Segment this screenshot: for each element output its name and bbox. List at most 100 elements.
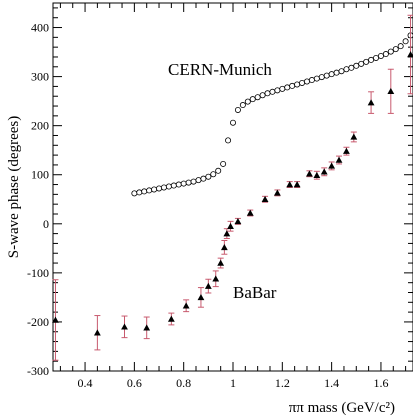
babar-point [293, 181, 301, 188]
y-tick-label: 400 [31, 21, 49, 35]
babar-point [121, 323, 128, 330]
cern-munich-point [279, 85, 286, 92]
cern-munich-point [289, 82, 296, 89]
cern-munich-point [343, 66, 350, 73]
cern-munich-point [318, 74, 325, 81]
babar-point [367, 99, 375, 106]
cern-munich-point [392, 46, 399, 53]
babar-point [335, 156, 343, 163]
babar-point [223, 230, 231, 237]
babar-point [313, 171, 321, 178]
babar-point [52, 316, 59, 323]
cern-munich-point [220, 160, 227, 167]
cern-munich-point [160, 184, 167, 191]
x-axis-title: ππ mass (GeV/c²) [289, 400, 395, 416]
cern-munich-point [190, 178, 197, 185]
cern-munich-point [333, 69, 340, 76]
babar-point [328, 162, 336, 169]
cern-munich-point [284, 84, 291, 91]
cern-munich-point [180, 180, 187, 187]
babar-point [261, 195, 269, 202]
cern-munich-point [303, 78, 310, 85]
cern-munich-point [397, 43, 404, 50]
cern-munich-point [215, 167, 222, 174]
cern-munich-point [244, 98, 251, 105]
babar-point [197, 294, 205, 301]
axis-ticks [53, 3, 413, 372]
cern-munich-point [156, 185, 163, 192]
y-tick-label: -100 [27, 266, 49, 280]
cern-munich-point [229, 119, 236, 126]
y-axis-title: S-wave phase (degrees) [6, 116, 22, 258]
babar-point [93, 329, 101, 336]
y-tick-label: -300 [27, 364, 49, 378]
babar-point [286, 181, 294, 188]
cern-munich-point [299, 79, 306, 86]
cern-munich-point [185, 179, 192, 186]
babar-point [227, 222, 234, 229]
cern-munich-point [269, 88, 276, 95]
y-tick-label: 300 [31, 70, 49, 84]
plot-frame [52, 2, 413, 372]
cern-munich-point [170, 182, 177, 189]
cern-munich-point [373, 54, 380, 61]
cern-munich-point [234, 106, 241, 113]
babar-point [246, 209, 254, 216]
babar-point [273, 189, 281, 196]
annotation-babar: BaBar [233, 283, 277, 302]
babar-point [204, 282, 212, 289]
x-tick-label: 1.6 [373, 376, 388, 390]
cern-munich-point [368, 56, 375, 63]
cern-munich-point [195, 177, 202, 184]
cern-munich-point [254, 94, 261, 101]
babar-point [407, 51, 413, 58]
cern-munich-point [259, 92, 266, 99]
cern-munich-point [377, 52, 384, 59]
cern-munich-point [353, 62, 360, 69]
cern-munich-point [249, 96, 256, 103]
cern-munich-point [151, 186, 158, 193]
cern-munich-point [200, 175, 207, 182]
cern-munich-point [141, 188, 148, 195]
cern-munich-point [382, 51, 389, 58]
cern-munich-point [274, 87, 281, 94]
cern-munich-point [136, 189, 143, 196]
cern-munich-point [358, 60, 365, 67]
x-tick-label: 0.8 [176, 376, 191, 390]
cern-munich-point [363, 58, 370, 65]
babar-point [182, 302, 190, 309]
cern-munich-point [175, 181, 182, 188]
cern-munich-series [131, 32, 413, 197]
cern-munich-point [210, 171, 217, 178]
cern-munich-point [294, 81, 301, 88]
babar-point [343, 147, 350, 154]
cern-munich-point [308, 77, 315, 84]
babar-point [220, 243, 228, 251]
y-tick-label: 200 [31, 119, 49, 133]
cern-munich-point [313, 75, 320, 82]
babar-point [234, 217, 242, 225]
y-tick-label: 0 [43, 217, 49, 231]
cern-munich-point [205, 173, 212, 180]
babar-point [212, 275, 220, 282]
babar-point [167, 315, 175, 322]
x-tick-label: 1 [230, 376, 236, 390]
annotation-cern-munich: CERN-Munich [168, 60, 272, 79]
x-tick-label: 1.4 [324, 376, 339, 390]
cern-munich-point [264, 90, 271, 97]
babar-point [143, 324, 151, 331]
cern-munich-point [387, 48, 394, 55]
x-tick-label: 0.6 [127, 376, 142, 390]
cern-munich-point [165, 183, 172, 190]
cern-munich-point [131, 190, 138, 197]
x-tick-label: 1.2 [275, 376, 290, 390]
x-tick-label: 0.4 [78, 376, 93, 390]
axis-tick-labels: 0.4 0.6 0.8 1 1.2 1.4 1.6 -300 -200 -100 0 100 200 30… [27, 21, 388, 390]
babar-series [52, 14, 413, 361]
babar-point [320, 168, 328, 175]
cern-munich-point [402, 38, 409, 45]
cern-munich-point [338, 68, 345, 75]
cern-munich-point [239, 102, 246, 109]
cern-munich-point [323, 72, 330, 79]
